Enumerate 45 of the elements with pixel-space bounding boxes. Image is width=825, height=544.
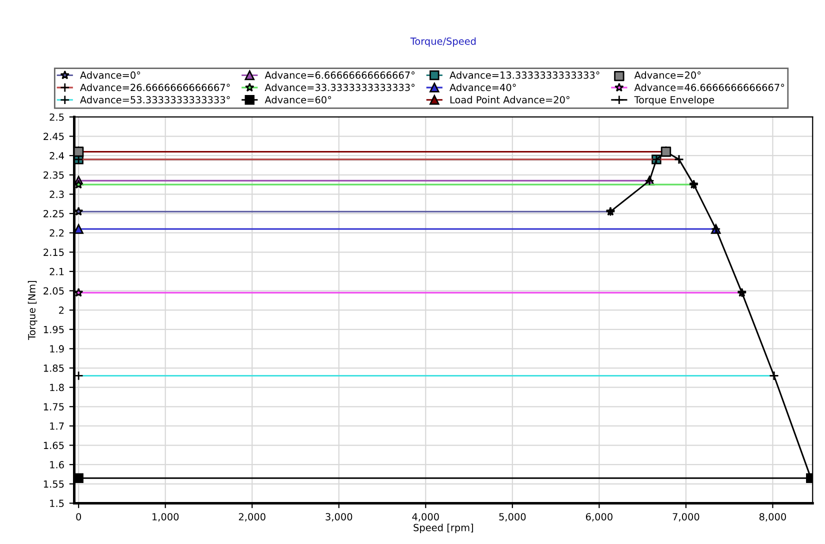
legend-label: Torque Envelope xyxy=(634,96,714,106)
legend-label: Advance=40° xyxy=(450,84,516,92)
legend-label: Advance=0° xyxy=(80,71,140,79)
y-tick-label: 2.2 xyxy=(50,229,64,237)
y-tick-label: 2.25 xyxy=(44,210,64,218)
y-axis-title: Torque [Nm] xyxy=(28,281,38,340)
legend-label: Advance=20° xyxy=(634,71,701,79)
y-tick-label: 1.7 xyxy=(50,422,64,430)
y-tick-label: 2 xyxy=(59,306,64,314)
y-tick-label: 2.45 xyxy=(44,132,64,140)
x-tick-label: 3,000 xyxy=(326,513,352,522)
x-tick-label: 5,000 xyxy=(499,513,526,522)
x-tick-label: 8,000 xyxy=(759,513,786,522)
y-tick-label: 1.55 xyxy=(44,480,64,488)
x-tick-label: 7,000 xyxy=(672,513,700,522)
y-tick-label: 1.5 xyxy=(50,500,64,508)
y-tick-label: 2.35 xyxy=(44,171,64,179)
y-tick-label: 1.75 xyxy=(44,403,64,410)
y-tick-label: 1.9 xyxy=(50,345,64,353)
legend-label: Advance=6.66666666666667° xyxy=(264,71,415,79)
x-tick-label: 4,000 xyxy=(412,513,439,522)
legend-label: Load Point Advance=20° xyxy=(450,96,570,104)
y-tick-label: 2.1 xyxy=(50,268,64,276)
y-tick-label: 2.4 xyxy=(50,152,64,160)
legend-label: Advance=26.6666666666667° xyxy=(80,84,230,92)
y-tick-label: 2.05 xyxy=(44,287,64,295)
y-tick-label: 2.3 xyxy=(50,190,64,198)
y-tick-label: 2.5 xyxy=(50,113,64,121)
x-tick-label: 0 xyxy=(76,513,82,520)
y-tick-label: 1.95 xyxy=(44,326,64,334)
legend-label: Advance=33.3333333333333° xyxy=(264,84,415,92)
y-tick-label: 1.85 xyxy=(44,364,64,372)
y-tick-label: 2.15 xyxy=(44,248,64,256)
legend-label: Advance=13.3333333333333° xyxy=(450,71,600,79)
x-tick-label: 1,000 xyxy=(152,513,179,522)
y-tick-label: 1.6 xyxy=(50,461,64,468)
legend-label: Advance=53.3333333333333° xyxy=(80,96,230,104)
y-tick-label: 1.65 xyxy=(44,442,64,450)
x-axis-title: Speed [rpm] xyxy=(414,524,473,534)
legend-label: Advance=60° xyxy=(264,96,332,104)
x-tick-label: 2,000 xyxy=(238,513,266,522)
chart-title: Torque/Speed xyxy=(410,37,476,47)
legend-label: Advance=46.6666666666667° xyxy=(634,84,784,92)
x-tick-label: 6,000 xyxy=(586,513,612,522)
y-tick-label: 1.8 xyxy=(50,384,64,392)
